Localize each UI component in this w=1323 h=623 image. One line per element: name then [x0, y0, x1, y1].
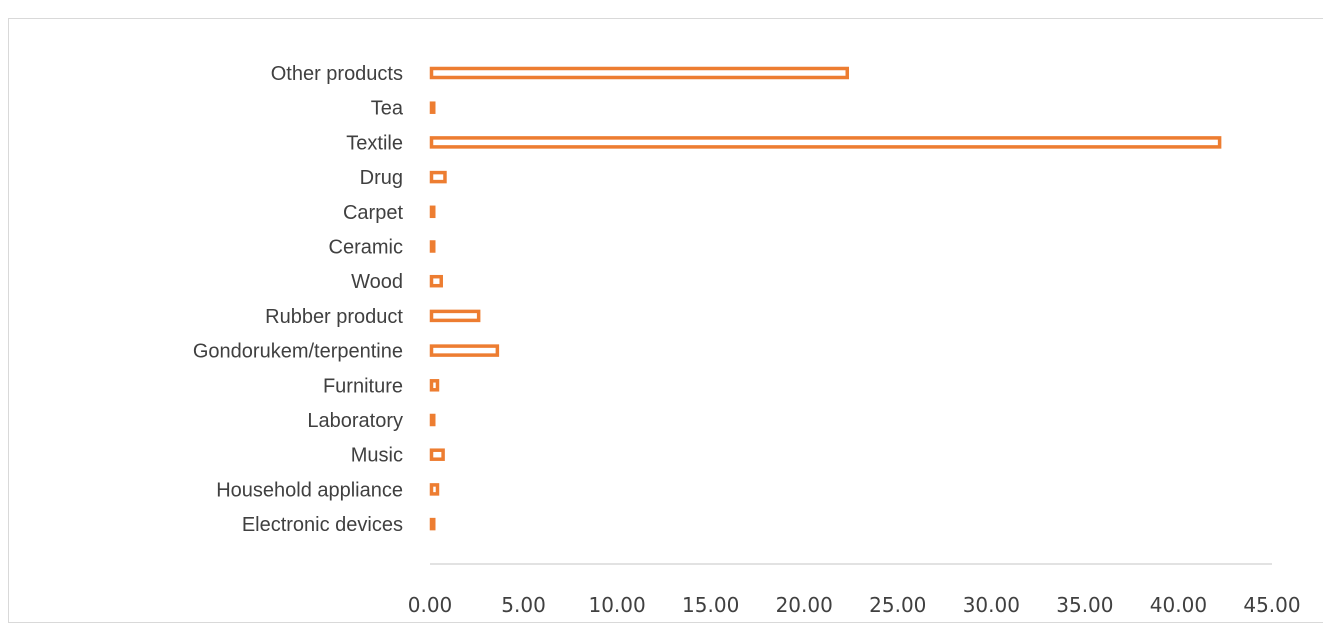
- bar: [429, 170, 447, 184]
- bars-group: [429, 66, 1222, 531]
- bar: [429, 413, 436, 427]
- x-tick-label: 20.00: [776, 593, 833, 615]
- bar: [429, 101, 436, 114]
- x-tick-label: 30.00: [963, 593, 1020, 615]
- x-tick-labels: 0.00 5.00 10.00 15.00 20.00 25.00 30.00 35.00 40…: [408, 593, 1301, 615]
- category-labels: Other products Tea Textile Drug Carpet Cerami…: [193, 63, 404, 536]
- category-label: Rubber product: [265, 306, 403, 328]
- category-label: Tea: [371, 98, 404, 120]
- bar: [429, 240, 436, 253]
- bar: [429, 517, 436, 531]
- category-label: Ceramic: [329, 237, 403, 259]
- bar: [429, 448, 445, 461]
- x-tick-label: 15.00: [682, 593, 739, 615]
- bar: [429, 205, 436, 219]
- category-label: Carpet: [343, 202, 403, 224]
- x-tick-label: 5.00: [501, 593, 546, 615]
- bar: [429, 344, 500, 357]
- x-tick-label: 40.00: [1150, 593, 1207, 615]
- category-label: Electronic devices: [242, 514, 403, 536]
- x-tick-label: 35.00: [1056, 593, 1113, 615]
- category-label: Gondorukem/terpentine: [193, 341, 403, 363]
- x-tick-label: 10.00: [588, 593, 645, 615]
- chart-frame: [8, 18, 1323, 623]
- bar: [429, 309, 481, 323]
- bar: [429, 66, 850, 80]
- category-label: Household appliance: [216, 479, 403, 501]
- category-label: Other products: [271, 63, 403, 85]
- category-label: Wood: [351, 271, 403, 293]
- category-label: Drug: [360, 167, 403, 189]
- bar: [429, 483, 440, 496]
- bar: [429, 136, 1222, 149]
- x-tick-label: 0.00: [408, 593, 453, 615]
- category-label: Music: [351, 445, 403, 467]
- x-tick-label: 45.00: [1243, 593, 1300, 615]
- category-label: Furniture: [323, 375, 403, 397]
- bar: [429, 274, 443, 288]
- bar: [429, 379, 440, 392]
- x-tick-label: 25.00: [869, 593, 926, 615]
- category-label: Textile: [346, 132, 403, 154]
- category-label: Laboratory: [307, 410, 403, 432]
